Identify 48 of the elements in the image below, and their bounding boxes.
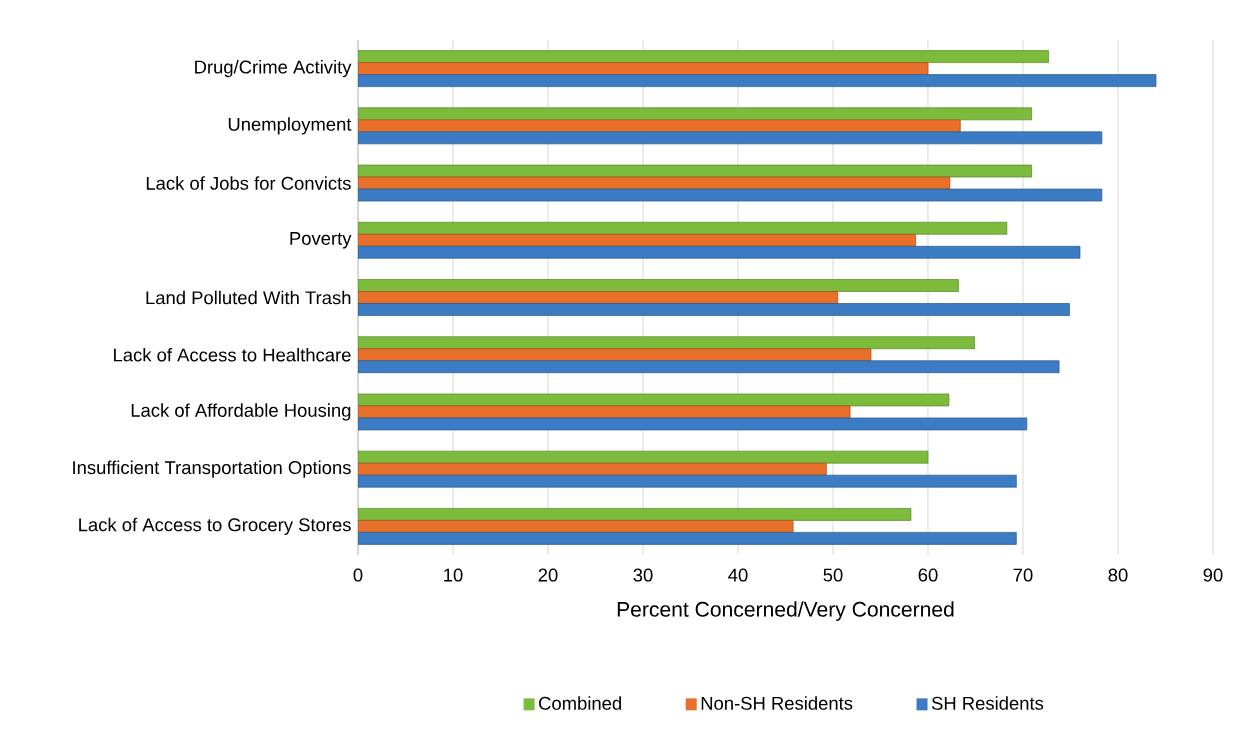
x-tick-label: 90 bbox=[1203, 568, 1223, 582]
y-tick-label: Drug/Crime Activity bbox=[195, 60, 352, 78]
y-tick-label: Lack of Access to Grocery Stores bbox=[79, 517, 351, 535]
y-tick-label: Insufficient Transportation Options bbox=[73, 460, 351, 478]
bar bbox=[358, 348, 872, 362]
bar bbox=[358, 291, 839, 304]
x-tick-label: 0 bbox=[353, 568, 363, 582]
bar bbox=[358, 50, 1049, 63]
bar bbox=[358, 279, 959, 292]
y-tick-label: Land Polluted With Trash bbox=[146, 290, 351, 305]
bar bbox=[358, 532, 1017, 545]
x-tick-label: 70 bbox=[1013, 568, 1033, 582]
bar bbox=[358, 233, 916, 247]
bar bbox=[358, 245, 1081, 259]
x-axis-title: Percent Concerned/Very Concerned bbox=[617, 601, 954, 621]
legend-label: SH Residents bbox=[931, 696, 1044, 710]
y-tick-label: Lack of Affordable Housing bbox=[131, 403, 351, 421]
bar bbox=[358, 336, 975, 350]
bar bbox=[358, 107, 1032, 121]
x-tick-label: 10 bbox=[444, 568, 463, 582]
bar bbox=[358, 520, 794, 533]
y-tick-label: Lack of Access to Healthcare bbox=[114, 347, 351, 362]
y-tick-label: Poverty bbox=[290, 232, 352, 249]
bar bbox=[358, 508, 912, 521]
bar bbox=[358, 188, 1103, 202]
bar bbox=[358, 131, 1103, 145]
y-tick-label: Unemployment bbox=[228, 117, 352, 135]
bar bbox=[358, 119, 961, 133]
x-tick-label: 20 bbox=[538, 568, 558, 582]
x-tick-label: 50 bbox=[823, 568, 843, 582]
y-tick-label: Lack of Jobs for Convicts bbox=[146, 176, 351, 190]
legend-label: Non-SH Residents bbox=[701, 696, 853, 710]
bar bbox=[358, 450, 929, 464]
x-tick-label: 60 bbox=[918, 568, 938, 582]
bar bbox=[358, 221, 1008, 235]
bar bbox=[358, 74, 1157, 87]
bar bbox=[358, 462, 827, 476]
x-tick-label: 30 bbox=[633, 568, 653, 582]
bar bbox=[358, 303, 1070, 316]
bar bbox=[358, 164, 1032, 178]
bar bbox=[358, 474, 1017, 488]
bar bbox=[358, 417, 1028, 431]
bar bbox=[358, 360, 1060, 374]
bar bbox=[358, 393, 950, 407]
x-tick-label: 80 bbox=[1108, 568, 1128, 582]
legend-label: Combined bbox=[539, 696, 621, 710]
x-tick-label: 40 bbox=[728, 568, 748, 582]
bar bbox=[358, 62, 929, 75]
